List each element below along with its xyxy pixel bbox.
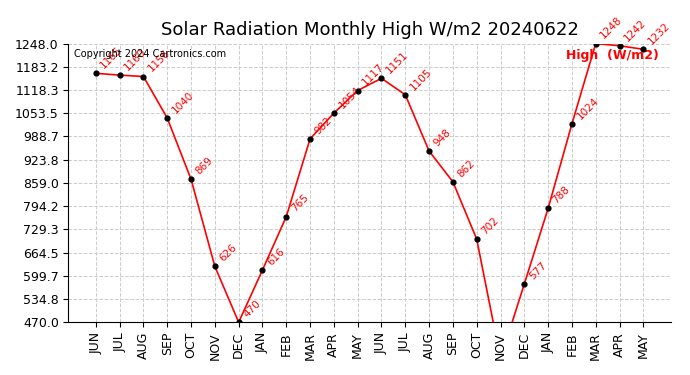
Text: 1054: 1054 xyxy=(337,85,362,110)
Text: 1242: 1242 xyxy=(622,17,648,43)
Point xyxy=(447,179,458,185)
Point xyxy=(328,110,339,116)
Text: 368: 368 xyxy=(0,374,1,375)
Title: Solar Radiation Monthly High W/m2 20240622: Solar Radiation Monthly High W/m2 202406… xyxy=(161,21,578,39)
Text: 948: 948 xyxy=(432,127,453,148)
Text: 1040: 1040 xyxy=(170,90,196,116)
Text: Copyright 2024 Cartronics.com: Copyright 2024 Cartronics.com xyxy=(75,49,226,59)
Text: 1117: 1117 xyxy=(360,62,386,88)
Text: 862: 862 xyxy=(455,158,477,179)
Text: 626: 626 xyxy=(217,243,239,264)
Point xyxy=(638,46,649,53)
Point xyxy=(542,206,553,212)
Point xyxy=(161,115,172,121)
Text: 616: 616 xyxy=(265,246,286,267)
Point xyxy=(424,148,435,154)
Text: 470: 470 xyxy=(241,298,262,320)
Text: 1165: 1165 xyxy=(99,45,124,70)
Point xyxy=(614,43,625,49)
Text: 1232: 1232 xyxy=(646,21,672,46)
Point xyxy=(233,319,244,325)
Text: 788: 788 xyxy=(551,184,572,206)
Text: 702: 702 xyxy=(480,215,500,236)
Point xyxy=(186,176,197,182)
Point xyxy=(352,87,363,93)
Text: 869: 869 xyxy=(194,156,215,177)
Text: 1024: 1024 xyxy=(575,95,600,121)
Point xyxy=(90,70,101,76)
Point xyxy=(376,75,387,81)
Point xyxy=(471,236,482,242)
Point xyxy=(519,281,530,287)
Text: 1160: 1160 xyxy=(122,46,148,72)
Point xyxy=(209,263,220,269)
Text: 982: 982 xyxy=(313,115,334,136)
Point xyxy=(304,136,315,142)
Point xyxy=(114,72,125,78)
Point xyxy=(566,121,578,127)
Point xyxy=(281,214,292,220)
Text: 765: 765 xyxy=(289,193,311,214)
Point xyxy=(138,74,149,80)
Point xyxy=(400,92,411,98)
Text: 1248: 1248 xyxy=(598,15,624,41)
Text: 577: 577 xyxy=(527,260,549,281)
Text: 1151: 1151 xyxy=(384,50,410,75)
Point xyxy=(495,356,506,362)
Text: 1156: 1156 xyxy=(146,48,172,74)
Point xyxy=(590,40,601,46)
Text: High  (W/m2): High (W/m2) xyxy=(566,49,659,62)
Text: 1105: 1105 xyxy=(408,66,434,92)
Point xyxy=(257,267,268,273)
